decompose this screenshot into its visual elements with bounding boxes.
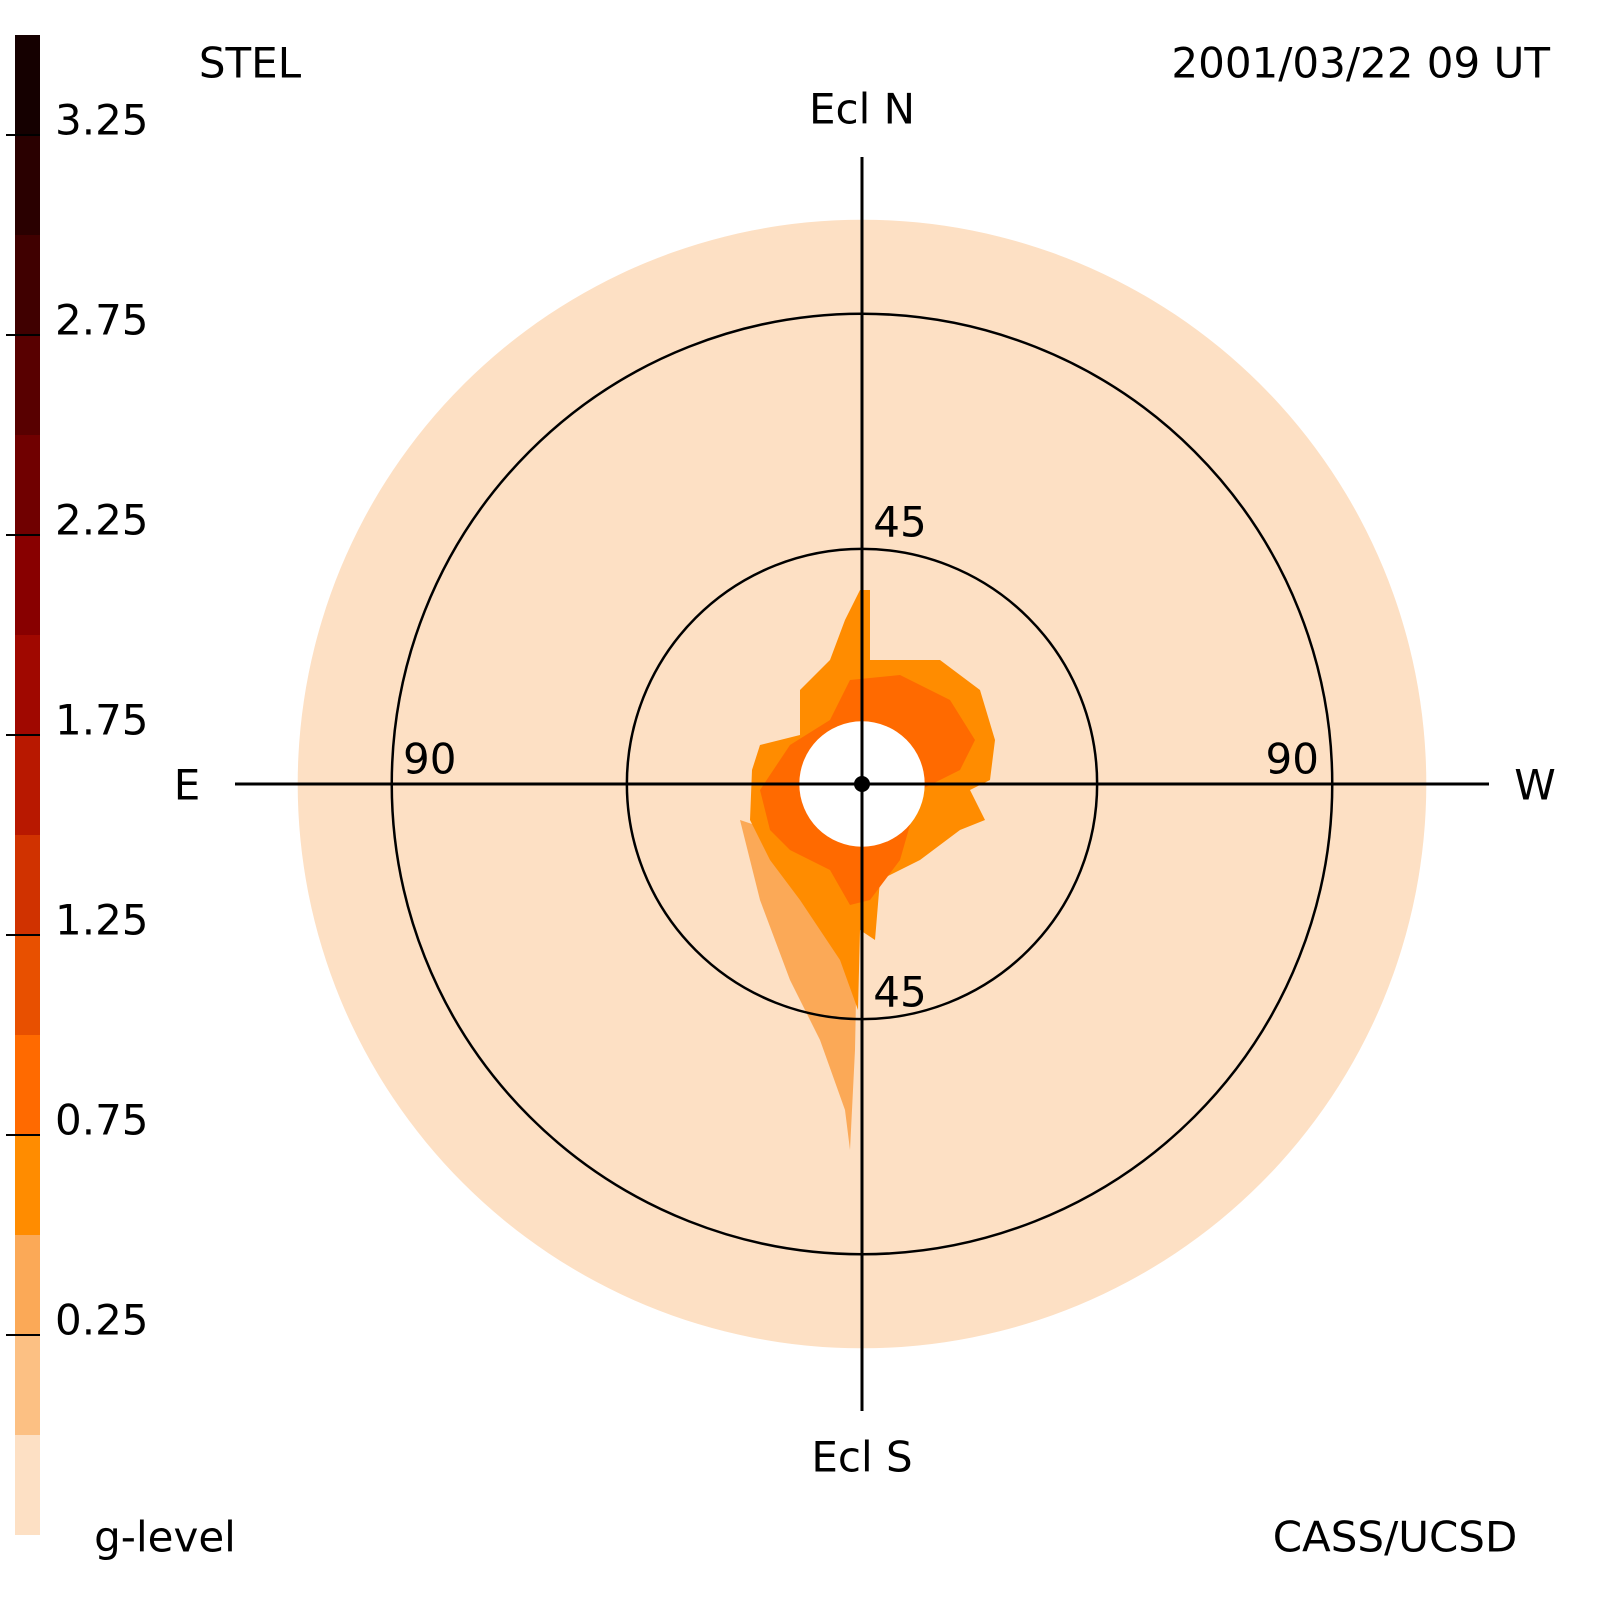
colorbar-band [15,1235,40,1335]
colorbar-band [15,635,40,735]
colorbar-band [15,935,40,1035]
sun-center [854,776,870,792]
colorbar-band [15,235,40,335]
chart-subtitle: 2001/03/22 09 UT [1171,39,1550,88]
ring-label: 90 [1266,735,1319,784]
colorbar-tick-label: 2.75 [55,296,149,345]
ring-label: 90 [403,735,456,784]
west-label: W [1514,761,1556,810]
colorbar-band [15,1435,40,1535]
colorbar-label: g-level [94,1513,236,1562]
colorbar-band [15,835,40,935]
colorbar-tick-label: 1.75 [55,696,149,745]
colorbar-tick-label: 0.25 [55,1296,149,1345]
colorbar-tick-label: 2.25 [55,496,149,545]
colorbar-band [15,135,40,235]
colorbar-band [15,335,40,435]
chart-title: STEL [199,39,302,88]
colorbar-tick-label: 3.25 [55,96,149,145]
colorbar-band [15,1035,40,1135]
east-label: E [174,761,201,810]
overlay: 45 45 90 90 [235,157,1489,1411]
south-label: Ecl S [811,1433,912,1482]
colorbar-band [15,535,40,635]
colorbar-tick-label: 0.75 [55,1096,149,1145]
ring-label: 45 [873,968,926,1017]
colorbar-band [15,35,40,135]
ring-label: 45 [873,497,926,546]
colorbar-band [15,435,40,535]
north-label: Ecl N [809,85,915,134]
credit: CASS/UCSD [1273,1513,1518,1562]
colorbar-band [15,1335,40,1435]
colorbar-tick-label: 1.25 [55,896,149,945]
colorbar-band [15,1135,40,1235]
colorbar-band [15,735,40,835]
